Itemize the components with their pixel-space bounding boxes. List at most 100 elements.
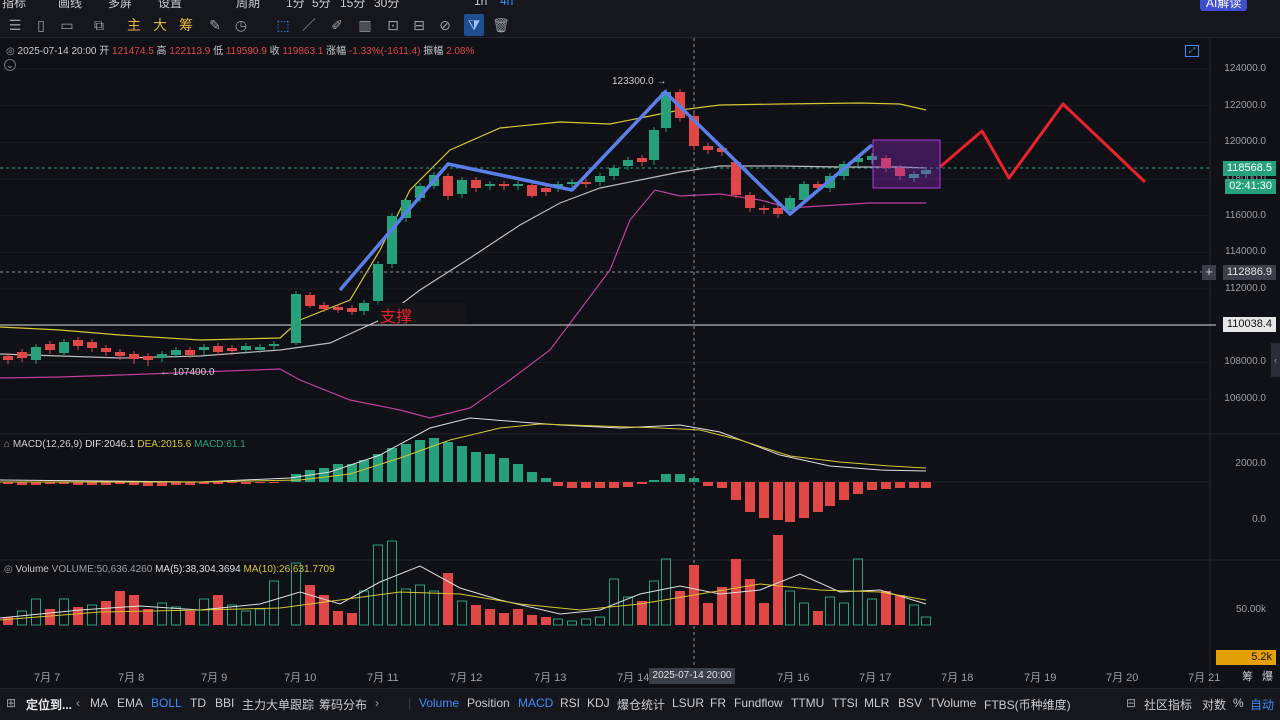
locate-button[interactable]: 定位到... — [26, 698, 73, 712]
auto-scale-toggle[interactable]: 自动 — [1250, 698, 1275, 712]
toolbar-top-row: 指标 画线 多屏 设置 周期 1分 5分 15分 30分 1h 4h AI解读 — [0, 0, 1280, 14]
indicator-rsi[interactable]: RSI — [560, 696, 581, 710]
indicator-tvolume[interactable]: TVolume — [929, 696, 977, 710]
candle-body — [333, 307, 343, 310]
period-1h[interactable]: 1h — [474, 0, 488, 8]
macd-icon[interactable]: ⌂ — [4, 439, 11, 450]
right-panel-handle[interactable]: ‹ — [1271, 343, 1280, 377]
indicator-fr[interactable]: FR — [710, 696, 726, 710]
period-5m[interactable]: 5分 — [312, 0, 331, 10]
chips-indicator-button[interactable]: 筹 — [179, 17, 193, 33]
ai-button[interactable]: AI解读 — [1200, 0, 1248, 11]
indicator-ttsi[interactable]: TTSI — [832, 696, 858, 710]
macd-bar — [895, 482, 905, 488]
volume-ma10: MA(10):26,631.7709 — [243, 564, 335, 575]
edit-icon[interactable]: ✎ — [209, 17, 221, 33]
compare-icon[interactable]: ⧉ — [94, 17, 104, 33]
cursor-icon[interactable]: ⬚ — [276, 17, 290, 33]
indicator-big-order[interactable]: 主力大单跟踪 — [242, 698, 315, 712]
macd-legend: ⌂ MACD(12,26,9) DIF:2046.1 DEA:2015.6 MA… — [4, 439, 246, 450]
macd-bar — [609, 482, 619, 488]
candle-body — [319, 305, 329, 309]
candle-body — [59, 342, 69, 353]
macd-bar — [499, 458, 509, 482]
indicator-bsv[interactable]: BSV — [898, 696, 923, 710]
volume-bar — [31, 598, 41, 626]
chart-area[interactable]: ◎ 2025-07-14 20:00 开 121474.5 高 122113.9… — [0, 38, 1280, 688]
period-15m[interactable]: 15分 — [340, 0, 366, 10]
time-axis-label: 7月 17 — [859, 672, 892, 684]
candle-body — [443, 176, 453, 196]
indicator-chips[interactable]: 筹码分布 — [319, 698, 368, 712]
period-30m[interactable]: 30分 — [374, 0, 400, 10]
pen-icon[interactable]: ✐ — [331, 17, 343, 33]
indicator-ema[interactable]: EMA — [117, 696, 144, 710]
boll-lower-line — [0, 189, 926, 419]
indicator-kdj[interactable]: KDJ — [587, 696, 610, 710]
multi-screen-menu[interactable]: 多屏 — [108, 0, 133, 10]
chart-svg[interactable] — [0, 38, 1280, 688]
volume-bar — [269, 580, 279, 626]
big-indicator-button[interactable]: 大 — [153, 17, 167, 33]
indicator-liquidation[interactable]: 爆仓统计 — [617, 698, 666, 712]
candle-body — [895, 168, 905, 176]
collapse-icon[interactable]: ⌄ — [4, 59, 16, 71]
nav-prev-icon[interactable]: ‹ — [76, 696, 80, 710]
period-menu[interactable]: 周期 — [236, 0, 261, 10]
locate-icon[interactable]: ⊞ — [6, 696, 17, 710]
indicator-ttmu[interactable]: TTMU — [791, 696, 825, 710]
filter-icon[interactable]: ⧩ — [464, 14, 484, 36]
main-indicator-button[interactable]: 主 — [127, 17, 141, 33]
indicator-position[interactable]: Position — [467, 696, 510, 710]
volume-bar — [471, 605, 481, 625]
indicator-bbi[interactable]: BBI — [215, 696, 235, 710]
candle-type-icon[interactable]: ▯ — [37, 17, 45, 33]
indicator-macd[interactable]: MACD — [518, 696, 554, 710]
line-icon[interactable]: ／ — [302, 17, 316, 33]
volume-axis-50k: 50.00k — [1235, 604, 1266, 615]
magnet-icon[interactable]: ⊘ — [439, 17, 451, 33]
indicator-menu[interactable]: 指标 — [2, 0, 27, 10]
period-1m[interactable]: 1分 — [286, 0, 305, 10]
liquidation-corner-button[interactable]: 爆 — [1262, 671, 1273, 683]
highlight-box — [872, 139, 941, 189]
add-alert-icon[interactable]: + — [1202, 265, 1216, 280]
period-4h[interactable]: 4h — [500, 0, 514, 8]
chart-settings-icon[interactable]: ◎ — [6, 46, 15, 57]
indicator-td[interactable]: TD — [190, 696, 206, 710]
draw-menu[interactable]: 画线 — [58, 0, 83, 10]
settings-menu[interactable]: 设置 — [158, 0, 183, 10]
percent-toggle[interactable]: % — [1233, 696, 1244, 710]
indicator-lsur[interactable]: LSUR — [672, 696, 705, 710]
candle-body — [17, 352, 27, 358]
macd-bar — [401, 444, 411, 482]
indicator-volume[interactable]: Volume — [419, 696, 460, 710]
community-indicators[interactable]: 社区指标 — [1144, 698, 1193, 712]
indicator-boll[interactable]: BOLL — [151, 696, 182, 710]
close-value: 119863.1 — [282, 46, 324, 57]
volume-bar — [623, 596, 633, 626]
time-axis-label: 7月 11 — [367, 672, 399, 684]
volume-icon[interactable]: ◎ — [4, 564, 13, 575]
indicator-mlr[interactable]: MLR — [864, 696, 890, 710]
rectangle-icon[interactable]: ▭ — [60, 17, 74, 33]
lock-icon[interactable]: ⊡ — [387, 17, 399, 33]
measure-icon[interactable]: ⊟ — [413, 17, 425, 33]
volume-bar — [785, 590, 795, 626]
indicator-fundflow[interactable]: Fundflow — [734, 696, 783, 710]
trash-icon[interactable]: 🗑 — [492, 17, 510, 33]
indicator-ftbs[interactable]: FTBS(币种维度) — [984, 698, 1071, 712]
volume-bar — [347, 613, 357, 625]
community-icon: ⊟ — [1126, 696, 1137, 710]
clock-icon[interactable]: ◷ — [234, 17, 248, 33]
menu-icon[interactable]: ☰ — [8, 17, 22, 33]
volume-legend: ◎ Volume VOLUME:50,636.4260 MA(5):38,304… — [4, 564, 335, 575]
bars-icon[interactable]: ▥ — [358, 17, 372, 33]
nav-next-icon[interactable]: › — [375, 696, 379, 710]
chips-corner-button[interactable]: 筹 — [1242, 671, 1253, 683]
volume-bar — [387, 540, 397, 626]
candle-body — [199, 347, 209, 350]
expand-icon[interactable]: ⤢ — [1185, 45, 1199, 57]
log-scale-toggle[interactable]: 对数 — [1202, 698, 1227, 712]
indicator-ma[interactable]: MA — [90, 696, 108, 710]
